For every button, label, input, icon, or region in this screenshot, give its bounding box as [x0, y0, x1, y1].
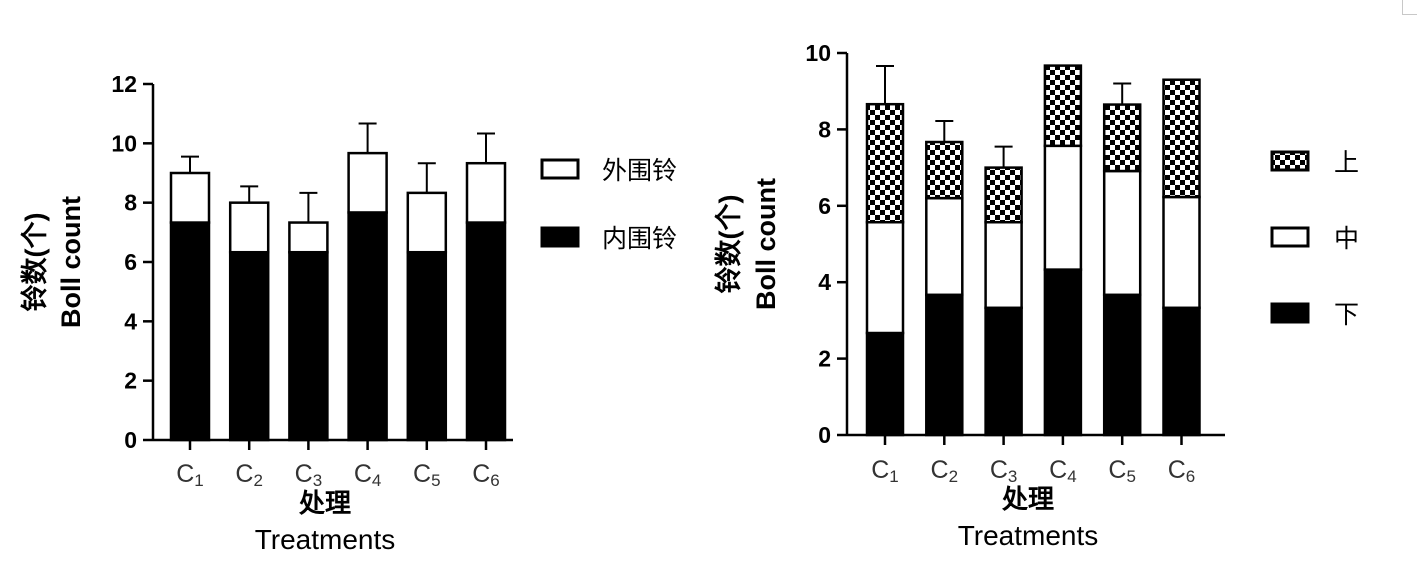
x-axis-label-cn: 处理 [298, 489, 351, 519]
bar-segment [228, 250, 270, 442]
bar-segment [984, 166, 1023, 224]
x-tick-label: C4 [1049, 456, 1077, 486]
bar-segment [1102, 293, 1142, 437]
legend-label: 下 [1334, 300, 1359, 329]
bar-segment [925, 196, 964, 297]
y-tick-label: 8 [124, 190, 137, 216]
x-axis-label-cn: 处理 [1001, 485, 1054, 515]
y-axis-label-en: Boll count [56, 196, 86, 328]
bar-segment [1102, 169, 1142, 297]
x-tick-label: C2 [931, 456, 959, 486]
y-tick-label: 8 [818, 116, 831, 142]
y-tick-label: 2 [818, 346, 831, 372]
legend-label: 中 [1334, 224, 1359, 253]
y-tick-label: 6 [818, 193, 831, 219]
bar-segment [1162, 306, 1201, 437]
x-tick-label: C6 [1168, 456, 1196, 486]
bar-segment [288, 221, 329, 254]
y-tick-label: 10 [111, 130, 137, 156]
bar-segment [1162, 78, 1201, 199]
y-tick-label: 4 [818, 269, 831, 295]
legend-swatch [1270, 150, 1310, 172]
y-axis-label-en: Boll count [751, 178, 781, 310]
bar-segment [347, 151, 388, 214]
y-tick-label: 0 [124, 427, 137, 453]
bar-segment [865, 331, 905, 437]
bar-segment [347, 211, 388, 442]
bar-segment [865, 102, 905, 224]
bar-segment [1162, 195, 1201, 310]
x-axis-label-en: Treatments [255, 524, 396, 555]
y-axis-label-cn: 铃数(个) [714, 195, 744, 294]
y-tick-label: 4 [124, 308, 137, 334]
y-tick-label: 2 [124, 368, 137, 394]
chart-left: 0 2 4 6 8 10 12 C1 C2 C3 C4 C5 C6 铃数(个) Boll count 处理 Tr… [20, 71, 677, 555]
bar-segment [1043, 64, 1083, 148]
corner-mark [1402, 0, 1417, 15]
y-tick-label: 6 [124, 249, 137, 275]
bar-segment [288, 250, 329, 442]
x-axis-label-en: Treatments [958, 520, 1099, 551]
bar-segment [1102, 103, 1142, 173]
legend-swatch [540, 226, 580, 248]
legend-label: 上 [1334, 148, 1359, 177]
bar-segment [1043, 268, 1083, 437]
bar-segment [925, 293, 964, 437]
bar-segment [984, 306, 1023, 437]
bar-segment [406, 250, 448, 442]
bar-segment [169, 171, 211, 224]
x-tick-label: C4 [354, 460, 382, 490]
x-tick-label: C6 [472, 460, 500, 490]
legend-swatch [1270, 302, 1310, 324]
legend-label: 外围铃 [602, 156, 677, 185]
x-tick-label: C5 [413, 460, 441, 490]
chart-right: 0 2 4 6 8 10 C1 C2 C3 C4 C5 C6 铃数(个) Boll count 处理 Trea… [714, 40, 1359, 551]
bar-segment [925, 140, 964, 200]
legend-swatch [1270, 226, 1310, 248]
x-tick-label: C2 [235, 460, 263, 490]
legend-swatch [540, 158, 580, 180]
bar-segment [984, 220, 1023, 310]
x-tick-label: C3 [295, 460, 323, 490]
y-tick-label: 10 [805, 40, 831, 66]
bar-segment [465, 221, 507, 442]
bar-segment [1043, 144, 1083, 271]
bar-segment [228, 201, 270, 254]
bar-segment [406, 191, 448, 254]
x-tick-label: C5 [1108, 456, 1136, 486]
y-axis-label-cn: 铃数(个) [20, 213, 50, 312]
y-tick-label: 0 [818, 422, 831, 448]
legend-label: 内围铃 [602, 224, 677, 253]
x-tick-label: C1 [871, 456, 899, 486]
bar-segment [865, 220, 905, 335]
bar-segment [169, 221, 211, 442]
x-tick-label: C3 [990, 456, 1018, 486]
x-tick-label: C1 [176, 460, 204, 490]
bar-segment [465, 161, 507, 224]
y-tick-label: 12 [111, 71, 137, 97]
